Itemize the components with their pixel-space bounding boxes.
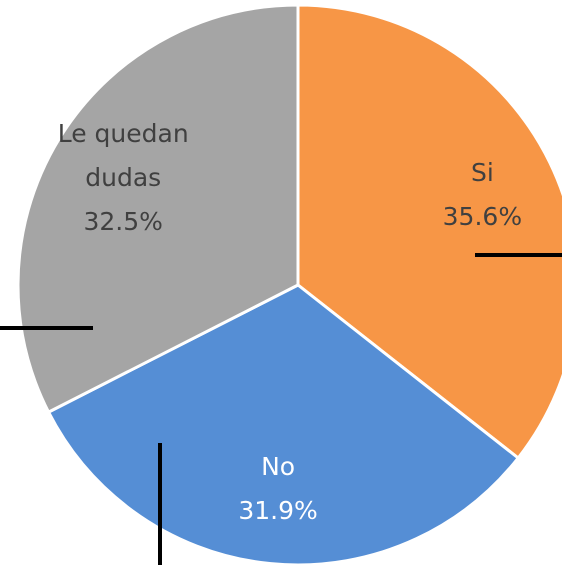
slice-label: No 31.9%	[198, 445, 358, 533]
slice-label: Si 35.6%	[402, 151, 562, 239]
slice-label: Le quedan dudas 32.5%	[43, 112, 203, 244]
category-label: Si	[470, 158, 494, 188]
slice	[16, 3, 300, 415]
category-label: Le quedan dudas	[57, 118, 189, 192]
value-label: 32.5%	[83, 206, 163, 236]
category-label: No	[261, 452, 296, 482]
value-label: 31.9%	[238, 496, 318, 526]
slice	[46, 283, 521, 565]
value-label: 35.6%	[442, 202, 523, 232]
slice	[296, 3, 562, 461]
